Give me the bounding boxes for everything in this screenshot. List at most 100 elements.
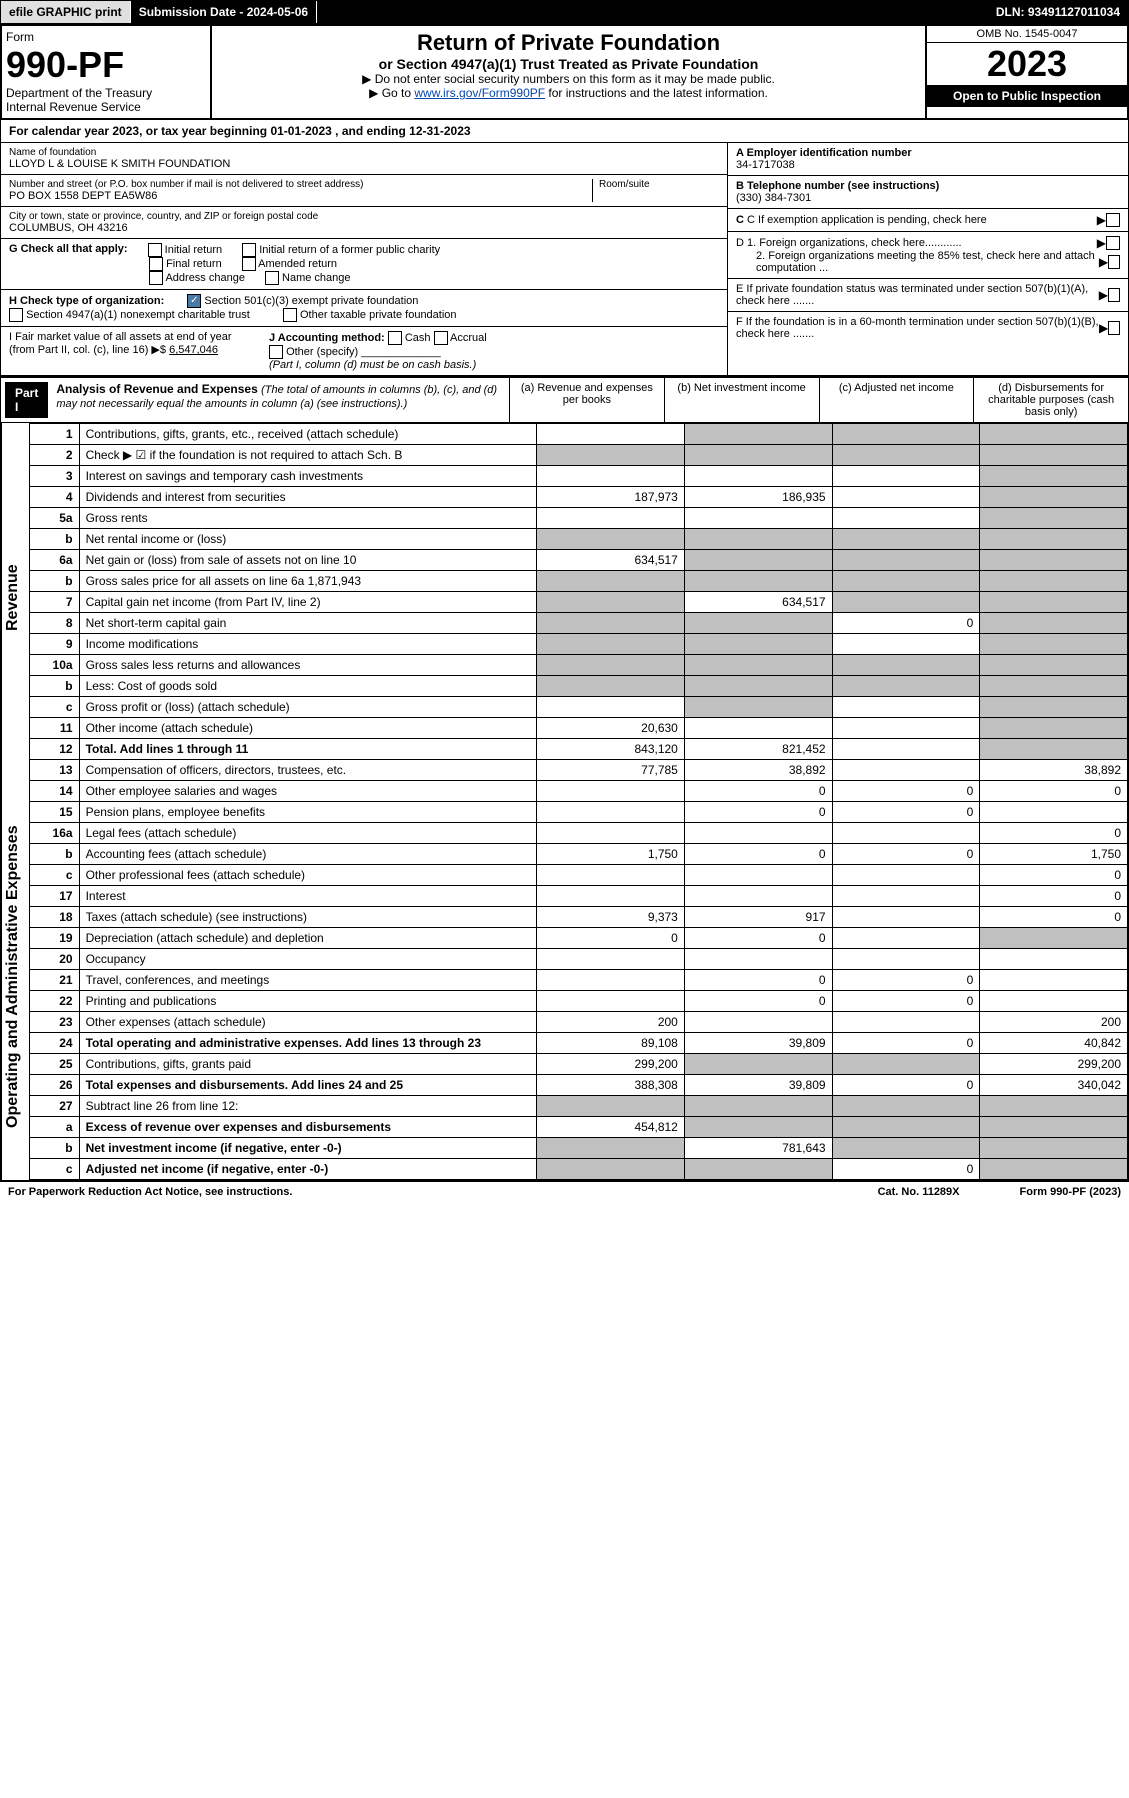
- cell-b: [684, 655, 832, 676]
- table-row: bLess: Cost of goods sold: [30, 676, 1128, 697]
- col-d-header: (d) Disbursements for charitable purpose…: [973, 378, 1128, 422]
- form-subtitle: or Section 4947(a)(1) Trust Treated as P…: [216, 56, 921, 72]
- cell-a: [537, 697, 685, 718]
- cell-c: [832, 508, 980, 529]
- row-number: 12: [30, 739, 80, 760]
- cell-b: 634,517: [684, 592, 832, 613]
- cell-a: [537, 676, 685, 697]
- initial-former-checkbox[interactable]: [242, 243, 256, 257]
- row-description: Income modifications: [79, 634, 537, 655]
- cell-d: [980, 487, 1128, 508]
- row-number: 11: [30, 718, 80, 739]
- cell-d: [980, 802, 1128, 823]
- cell-d: 200: [980, 1012, 1128, 1033]
- table-row: bNet investment income (if negative, ent…: [30, 1138, 1128, 1159]
- row-description: Dividends and interest from securities: [79, 487, 537, 508]
- row-number: 19: [30, 928, 80, 949]
- d1-checkbox[interactable]: [1106, 236, 1120, 250]
- top-bar: efile GRAPHIC print Submission Date - 20…: [0, 0, 1129, 24]
- table-row: 20Occupancy: [30, 949, 1128, 970]
- irs-link[interactable]: www.irs.gov/Form990PF: [414, 86, 545, 100]
- cell-b: [684, 1117, 832, 1138]
- address-change-checkbox[interactable]: [149, 271, 163, 285]
- cell-a: 20,630: [537, 718, 685, 739]
- table-row: 3Interest on savings and temporary cash …: [30, 466, 1128, 487]
- row-description: Compensation of officers, directors, tru…: [79, 760, 537, 781]
- row-number: 16a: [30, 823, 80, 844]
- row-description: Total. Add lines 1 through 11: [79, 739, 537, 760]
- efile-print-button[interactable]: efile GRAPHIC print: [1, 1, 131, 23]
- other-specify-checkbox[interactable]: [269, 345, 283, 359]
- footer-cat: Cat. No. 11289X: [878, 1186, 960, 1198]
- cell-c: [832, 1117, 980, 1138]
- cell-a: [537, 655, 685, 676]
- e-checkbox[interactable]: [1108, 288, 1120, 302]
- row-description: Gross profit or (loss) (attach schedule): [79, 697, 537, 718]
- d2-checkbox[interactable]: [1108, 255, 1120, 269]
- form-header: Form 990-PF Department of the Treasury I…: [0, 24, 1129, 120]
- cell-b: [684, 550, 832, 571]
- calendar-year-line: For calendar year 2023, or tax year begi…: [1, 120, 1128, 143]
- table-row: 12Total. Add lines 1 through 11843,12082…: [30, 739, 1128, 760]
- submission-date: Submission Date - 2024-05-06: [131, 1, 317, 23]
- cell-a: [537, 613, 685, 634]
- name-change-checkbox[interactable]: [265, 271, 279, 285]
- cell-a: 9,373: [537, 907, 685, 928]
- row-number: 20: [30, 949, 80, 970]
- room-label: Room/suite: [599, 179, 719, 190]
- ein-label: A Employer identification number: [736, 147, 912, 159]
- cell-a: 187,973: [537, 487, 685, 508]
- row-description: Other expenses (attach schedule): [79, 1012, 537, 1033]
- row-number: 5a: [30, 508, 80, 529]
- row-description: Check ▶ ☑ if the foundation is not requi…: [79, 445, 537, 466]
- cell-c: 0: [832, 970, 980, 991]
- part1-title: Analysis of Revenue and Expenses: [56, 382, 257, 396]
- form-title: Return of Private Foundation: [216, 30, 921, 56]
- col-c-header: (c) Adjusted net income: [819, 378, 974, 422]
- cell-d: [980, 592, 1128, 613]
- cell-d: 38,892: [980, 760, 1128, 781]
- row-description: Printing and publications: [79, 991, 537, 1012]
- final-return-checkbox[interactable]: [149, 257, 163, 271]
- cell-a: [537, 970, 685, 991]
- row-number: 7: [30, 592, 80, 613]
- table-row: 16aLegal fees (attach schedule)0: [30, 823, 1128, 844]
- footer: For Paperwork Reduction Act Notice, see …: [0, 1181, 1129, 1202]
- cell-a: [537, 949, 685, 970]
- cell-a: 843,120: [537, 739, 685, 760]
- accrual-checkbox[interactable]: [434, 331, 448, 345]
- c-label: C If exemption application is pending, c…: [747, 214, 987, 226]
- row-number: 24: [30, 1033, 80, 1054]
- cell-d: [980, 445, 1128, 466]
- c-checkbox[interactable]: [1106, 213, 1120, 227]
- f-checkbox[interactable]: [1108, 321, 1120, 335]
- row-description: Other professional fees (attach schedule…: [79, 865, 537, 886]
- row-number: 2: [30, 445, 80, 466]
- table-row: bAccounting fees (attach schedule)1,7500…: [30, 844, 1128, 865]
- cell-d: [980, 1138, 1128, 1159]
- cell-d: 0: [980, 907, 1128, 928]
- cell-a: [537, 466, 685, 487]
- initial-return-checkbox[interactable]: [148, 243, 162, 257]
- table-row: bGross sales price for all assets on lin…: [30, 571, 1128, 592]
- row-number: 18: [30, 907, 80, 928]
- cell-a: 200: [537, 1012, 685, 1033]
- 501c3-checkbox[interactable]: [187, 294, 201, 308]
- expenses-side-label: Operating and Administrative Expenses: [1, 773, 29, 1180]
- cell-c: [832, 655, 980, 676]
- cell-c: 0: [832, 1033, 980, 1054]
- foundation-city: COLUMBUS, OH 43216: [9, 222, 719, 234]
- 4947-checkbox[interactable]: [9, 308, 23, 322]
- row-description: Occupancy: [79, 949, 537, 970]
- cell-d: 0: [980, 823, 1128, 844]
- amended-return-checkbox[interactable]: [242, 257, 256, 271]
- cell-c: [832, 487, 980, 508]
- table-row: 5aGross rents: [30, 508, 1128, 529]
- cash-checkbox[interactable]: [388, 331, 402, 345]
- cell-b: 186,935: [684, 487, 832, 508]
- col-b-header: (b) Net investment income: [664, 378, 819, 422]
- cell-b: 0: [684, 844, 832, 865]
- other-taxable-checkbox[interactable]: [283, 308, 297, 322]
- row-number: 26: [30, 1075, 80, 1096]
- row-number: b: [30, 529, 80, 550]
